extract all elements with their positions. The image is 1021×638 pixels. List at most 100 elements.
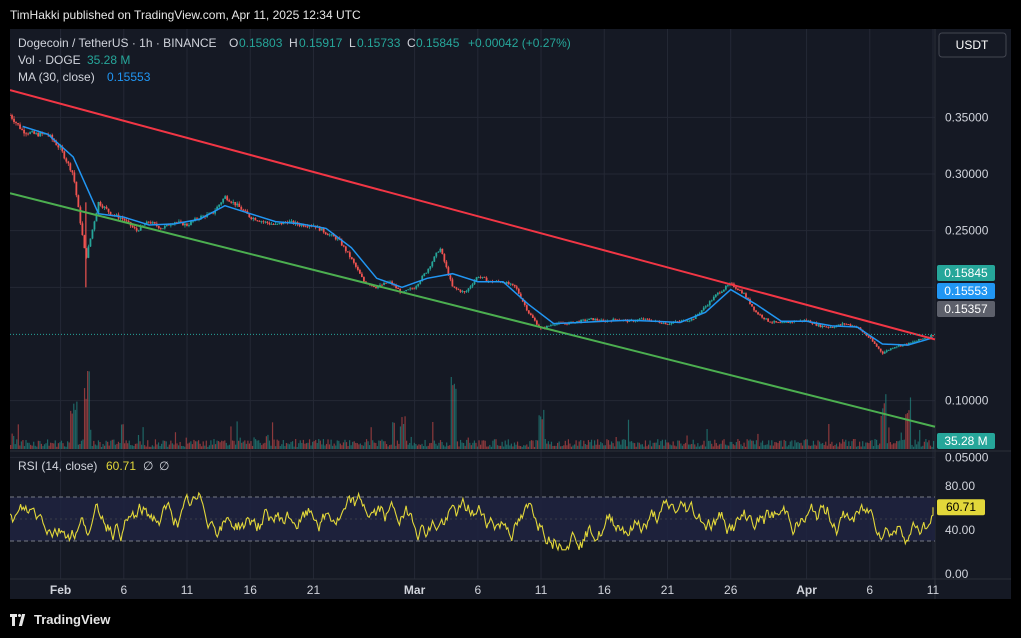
volume-bar <box>882 408 884 449</box>
volume-bar <box>626 446 628 449</box>
volume-bar <box>811 445 813 449</box>
candle-body <box>363 277 365 282</box>
candle-body <box>706 305 709 307</box>
volume-bar <box>749 439 751 449</box>
candle-body <box>39 132 42 137</box>
volume-bar <box>290 441 292 449</box>
volume-bar <box>164 440 166 449</box>
volume-bar <box>706 429 708 449</box>
open-label: O <box>229 36 238 50</box>
volume-bar <box>48 445 50 449</box>
volume-bar <box>558 441 560 449</box>
volume-bar <box>597 439 599 449</box>
candle-body <box>262 221 265 223</box>
candle-body <box>694 315 697 320</box>
rsi-axis-label <box>937 499 985 516</box>
volume-bar <box>658 445 660 449</box>
publisher-caption: TimHakki published on TradingView.com, A… <box>10 8 361 22</box>
volume-bar <box>17 424 19 449</box>
volume-bar <box>312 441 314 449</box>
volume-bar <box>846 446 848 449</box>
volume-bar <box>225 442 227 449</box>
volume-bar <box>467 437 469 449</box>
candle-body <box>167 224 170 226</box>
volume-bar <box>410 436 412 449</box>
volume-bar <box>33 441 35 449</box>
volume-bar <box>711 443 713 449</box>
volume-bar <box>96 445 98 449</box>
volume-bar <box>832 445 835 449</box>
candle-body <box>266 221 269 223</box>
candle-body <box>791 321 794 323</box>
volume-bar <box>302 439 304 449</box>
candle-body <box>244 210 247 212</box>
volume-bar <box>728 445 730 449</box>
candle-body <box>897 345 900 347</box>
volume-bar <box>93 440 95 449</box>
volume-bar <box>609 444 611 449</box>
chart-area[interactable]: 0.350000.300000.250000.200000.100000.050… <box>10 29 1011 599</box>
volume-bar <box>389 445 391 449</box>
volume-bar <box>809 445 811 449</box>
volume-bar <box>128 440 130 449</box>
volume-bar <box>490 446 492 449</box>
volume-bar <box>640 444 642 449</box>
volume-bar <box>875 439 878 449</box>
volume-bar <box>715 443 717 449</box>
candle-body <box>475 277 478 281</box>
support-trendline[interactable] <box>10 192 936 428</box>
volume-bar <box>843 441 845 449</box>
volume-bar <box>36 446 38 449</box>
candle-body <box>590 318 593 319</box>
candle-body <box>115 214 118 216</box>
volume-bar <box>476 446 479 449</box>
volume-bar <box>678 440 680 449</box>
volume-bar <box>575 440 577 449</box>
candle-body <box>453 286 456 288</box>
candle-body <box>121 217 124 219</box>
volume-bar <box>621 439 623 449</box>
volume-bar <box>275 446 277 449</box>
volume-bar <box>687 444 690 449</box>
volume-bar <box>63 446 66 449</box>
candle-body <box>429 266 432 269</box>
candle-body <box>899 345 902 347</box>
volume-bar <box>529 441 531 449</box>
volume-bar <box>929 445 932 449</box>
candle-body <box>318 226 321 231</box>
candle-body <box>789 321 792 323</box>
volume-bar <box>268 440 271 449</box>
volume-bar <box>697 443 699 449</box>
candle-body <box>65 158 68 162</box>
volume-bar <box>883 403 885 449</box>
volume-bar <box>10 444 12 449</box>
volume-bar <box>59 442 61 449</box>
volume-bar <box>42 446 44 449</box>
volume-bar <box>73 403 75 449</box>
chart-svg[interactable]: 0.350000.300000.250000.200000.100000.050… <box>10 29 1011 599</box>
volume-bar <box>520 446 522 449</box>
volume-bar <box>638 442 640 449</box>
candle-body <box>712 296 715 301</box>
volume-bar <box>862 441 864 449</box>
volume-bar <box>426 446 428 449</box>
candle-body <box>79 207 82 224</box>
candle-body <box>473 280 476 285</box>
volume-bar <box>538 415 540 449</box>
volume-bar <box>852 439 855 449</box>
volume-bar <box>341 445 343 449</box>
candle-body <box>885 350 888 352</box>
volume-bar <box>50 442 52 449</box>
volume-bar <box>142 427 144 449</box>
candle-body <box>847 324 850 325</box>
volume-bar <box>634 443 636 449</box>
candle-body <box>670 322 673 324</box>
volume-bar <box>798 443 801 449</box>
candle-body <box>680 320 683 322</box>
volume-bar <box>731 441 733 449</box>
volume-bar <box>259 442 261 449</box>
candle-body <box>779 322 782 324</box>
resistance-trendline[interactable] <box>10 89 936 341</box>
currency-button[interactable] <box>938 32 1007 58</box>
candle-body <box>708 301 711 306</box>
